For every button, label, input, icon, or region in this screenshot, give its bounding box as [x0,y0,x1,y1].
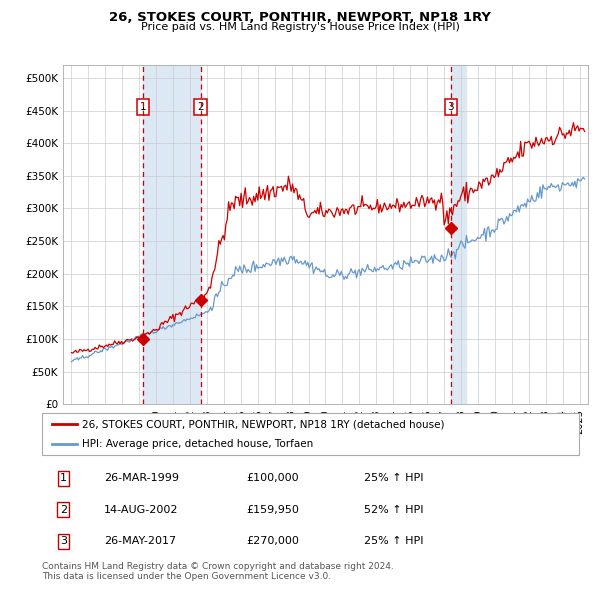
Text: 14-AUG-2002: 14-AUG-2002 [104,505,178,514]
Text: HPI: Average price, detached house, Torfaen: HPI: Average price, detached house, Torf… [82,439,314,449]
Text: 3: 3 [60,536,67,546]
Text: Price paid vs. HM Land Registry's House Price Index (HPI): Price paid vs. HM Land Registry's House … [140,22,460,32]
Text: 2: 2 [60,505,67,514]
FancyBboxPatch shape [42,413,579,455]
Text: 25% ↑ HPI: 25% ↑ HPI [364,473,424,483]
Text: £270,000: £270,000 [246,536,299,546]
Text: £159,950: £159,950 [246,505,299,514]
Bar [451,65,466,404]
Text: 3: 3 [448,102,454,112]
Text: Contains HM Land Registry data © Crown copyright and database right 2024.
This d: Contains HM Land Registry data © Crown c… [42,562,394,581]
Bar [143,65,200,404]
Text: 52% ↑ HPI: 52% ↑ HPI [364,505,424,514]
Text: 2: 2 [197,102,204,112]
Text: 26, STOKES COURT, PONTHIR, NEWPORT, NP18 1RY: 26, STOKES COURT, PONTHIR, NEWPORT, NP18… [109,11,491,24]
Text: £100,000: £100,000 [246,473,299,483]
Text: 25% ↑ HPI: 25% ↑ HPI [364,536,424,546]
Text: 26-MAY-2017: 26-MAY-2017 [104,536,176,546]
Text: 1: 1 [140,102,146,112]
Text: 26, STOKES COURT, PONTHIR, NEWPORT, NP18 1RY (detached house): 26, STOKES COURT, PONTHIR, NEWPORT, NP18… [82,419,445,430]
Text: 1: 1 [60,473,67,483]
Text: 26-MAR-1999: 26-MAR-1999 [104,473,179,483]
